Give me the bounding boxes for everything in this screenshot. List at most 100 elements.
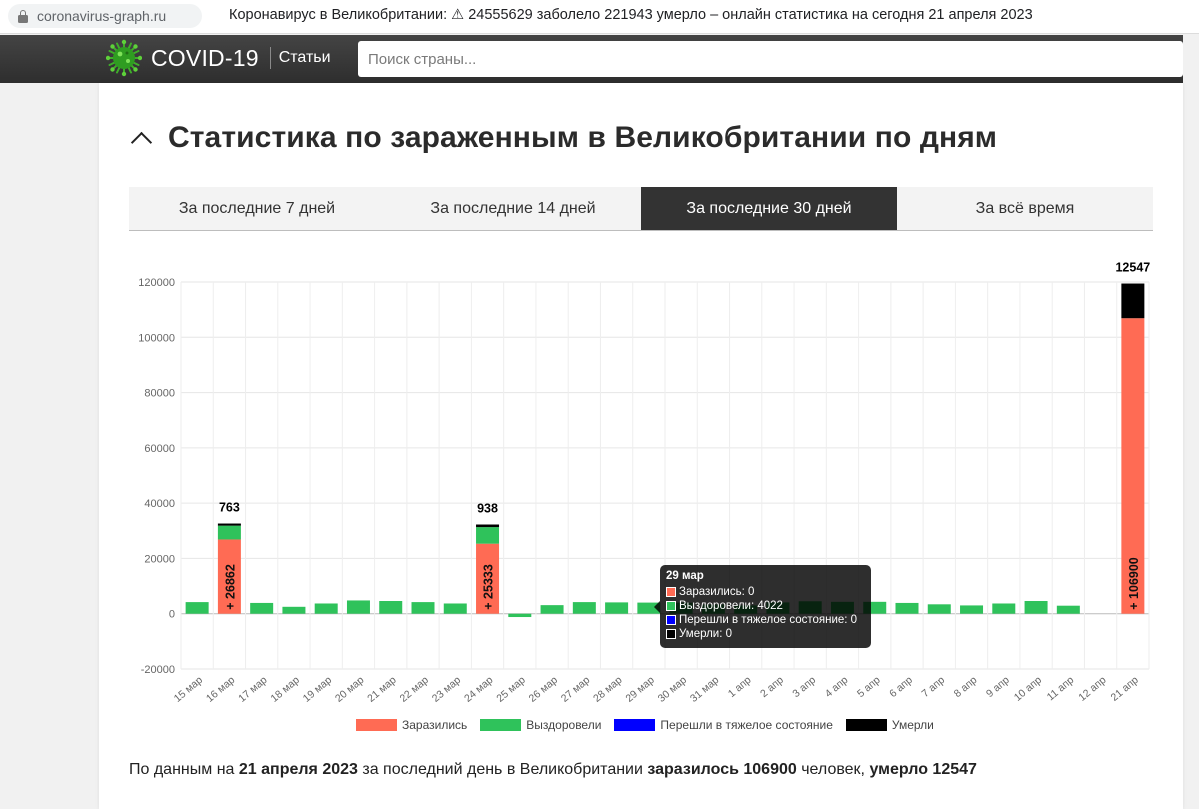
- virus-icon: [105, 39, 143, 77]
- site-header: COVID-19 Статьи: [0, 35, 1199, 83]
- x-tick-label: 20 мар: [333, 674, 366, 705]
- legend-item-infected[interactable]: Заразились: [356, 718, 467, 732]
- legend-swatch-infected: [356, 719, 397, 731]
- x-tick-label: 28 мар: [591, 674, 624, 705]
- y-tick-label: 120000: [138, 277, 175, 289]
- bar-label-deaths: 938: [477, 502, 498, 516]
- tab-last-7-days[interactable]: За последние 7 дней: [178, 199, 336, 217]
- y-tick-label: 40000: [144, 498, 175, 510]
- nav-articles-link[interactable]: Статьи: [278, 49, 331, 66]
- x-tick-label: 23 мар: [430, 674, 463, 705]
- summary-date: 21 апреля 2023: [238, 761, 358, 778]
- y-tick-label: 20000: [144, 553, 175, 565]
- y-tick-label: 0: [169, 609, 175, 621]
- y-tick-label: 100000: [138, 332, 175, 344]
- logo-link[interactable]: COVID-19 Статьи: [105, 39, 331, 77]
- tooltip-row: Умерли: 0: [666, 627, 865, 641]
- x-tick-label: 6 апр: [887, 674, 915, 700]
- x-tick-label: 29 мар: [623, 674, 656, 705]
- summary-prefix: По данным на: [129, 761, 235, 778]
- x-tick-label: 12 апр: [1076, 674, 1108, 704]
- daily-stats-chart[interactable]: -20000 0 20000 40000 60000 80000 100000 120000 1…: [119, 248, 1159, 708]
- bar-recovered[interactable]: [605, 602, 629, 614]
- x-tick-label: 3 апр: [790, 674, 818, 700]
- bar-recovered[interactable]: [476, 527, 500, 544]
- bar-recovered[interactable]: [895, 602, 919, 614]
- summary-sep: человек,: [801, 761, 865, 778]
- bar-infected[interactable]: [217, 539, 241, 614]
- chart-tooltip: 29 мар Заразились: 0 Выздоровели: 4022 П…: [654, 565, 871, 648]
- tooltip-swatch-critical: [666, 615, 676, 625]
- bar-recovered[interactable]: [572, 602, 596, 614]
- bar-recovered[interactable]: [863, 601, 887, 614]
- bar-recovered[interactable]: [443, 603, 467, 614]
- bar-deaths[interactable]: [217, 523, 241, 526]
- tooltip-row: Выздоровели: 4022: [666, 599, 865, 613]
- tooltip-row: Заразились: 0: [666, 585, 865, 599]
- x-tick-label: 8 апр: [952, 674, 980, 700]
- x-tick-label: 2 апр: [758, 674, 786, 700]
- bar-recovered[interactable]: [992, 603, 1016, 614]
- chevron-up-icon[interactable]: [129, 126, 153, 150]
- bar-label-deaths: 12547: [1115, 261, 1150, 275]
- bar-label-infected: + 26862: [223, 564, 237, 610]
- bar-label-infected: + 106900: [1127, 557, 1141, 610]
- bar-recovered[interactable]: [282, 606, 306, 614]
- x-tick-label: 21 апр: [1109, 674, 1141, 704]
- tooltip-deaths: Умерли: 0: [679, 628, 733, 640]
- url-bar[interactable]: coronavirus-graph.ru: [8, 4, 202, 28]
- section-title: Статистика по зараженным в Великобритани…: [168, 121, 998, 154]
- bar-recovered[interactable]: [346, 600, 370, 614]
- x-tick-label: 22 мар: [398, 674, 431, 705]
- section-header[interactable]: Статистика по зараженным в Великобритани…: [129, 121, 997, 155]
- header-divider: [269, 47, 271, 69]
- x-tick-label: 21 мар: [365, 674, 398, 705]
- bar-recovered[interactable]: [540, 605, 564, 614]
- lock-icon[interactable]: [18, 9, 28, 23]
- period-tabs: За последние 7 дней За последние 14 дней…: [129, 187, 1153, 231]
- x-tick-label: 19 мар: [301, 674, 334, 705]
- bar-recovered[interactable]: [1024, 600, 1048, 614]
- x-tick-label: 26 мар: [527, 674, 560, 705]
- bar-recovered[interactable]: [185, 602, 209, 614]
- x-tick-label: 7 апр: [919, 674, 947, 700]
- x-tick-label: 9 апр: [984, 674, 1012, 700]
- bar-recovered[interactable]: [379, 600, 403, 614]
- legend-label: Заразились: [402, 718, 468, 732]
- url-text[interactable]: coronavirus-graph.ru: [37, 8, 167, 24]
- bar-recovered[interactable]: [508, 613, 532, 618]
- stats-card: Статистика по зараженным в Великобритани…: [99, 83, 1183, 809]
- browser-address-bar: coronavirus-graph.ru Коронавирус в Велик…: [0, 0, 1199, 34]
- bar-recovered[interactable]: [217, 525, 241, 540]
- legend-label: Выздоровели: [526, 718, 602, 732]
- bar-recovered[interactable]: [250, 602, 274, 614]
- bar-label-deaths: 763: [219, 501, 240, 515]
- tooltip-critical: Перешли в тяжелое состояние: 0: [679, 614, 858, 626]
- scrollbar[interactable]: [1183, 35, 1199, 809]
- bar-infected[interactable]: [476, 543, 500, 614]
- tab-last-30-days[interactable]: За последние 30 дней: [641, 187, 897, 230]
- bar-recovered[interactable]: [411, 602, 435, 614]
- country-search-input[interactable]: [358, 41, 1183, 77]
- legend-item-recovered[interactable]: Выздоровели: [480, 718, 601, 732]
- bar-recovered[interactable]: [637, 602, 661, 614]
- tooltip-swatch-infected: [666, 587, 676, 597]
- x-tick-label: 5 апр: [855, 674, 883, 700]
- bar-infected[interactable]: [1121, 318, 1145, 614]
- x-tick-label: 24 мар: [462, 674, 495, 705]
- bar-deaths[interactable]: [1121, 283, 1145, 319]
- legend-swatch-critical: [614, 719, 656, 731]
- bar-recovered[interactable]: [1056, 605, 1080, 614]
- legend-item-deaths[interactable]: Умерли: [845, 718, 934, 732]
- bar-recovered[interactable]: [314, 603, 338, 614]
- summary-infected: заразилось 106900: [647, 761, 797, 778]
- summary-middle: за последний день в Великобритании: [362, 761, 643, 778]
- chart-legend: Заразились Выздоровели Перешли в тяжелое…: [356, 718, 947, 732]
- x-tick-label: 1 апр: [726, 674, 754, 700]
- bar-recovered[interactable]: [927, 604, 951, 614]
- tab-all-time[interactable]: За всё время: [975, 199, 1075, 217]
- bar-deaths[interactable]: [476, 524, 500, 528]
- tab-last-14-days[interactable]: За последние 14 дней: [430, 199, 596, 217]
- bar-recovered[interactable]: [960, 605, 984, 614]
- legend-item-critical[interactable]: Перешли в тяжелое состояние: [614, 718, 833, 732]
